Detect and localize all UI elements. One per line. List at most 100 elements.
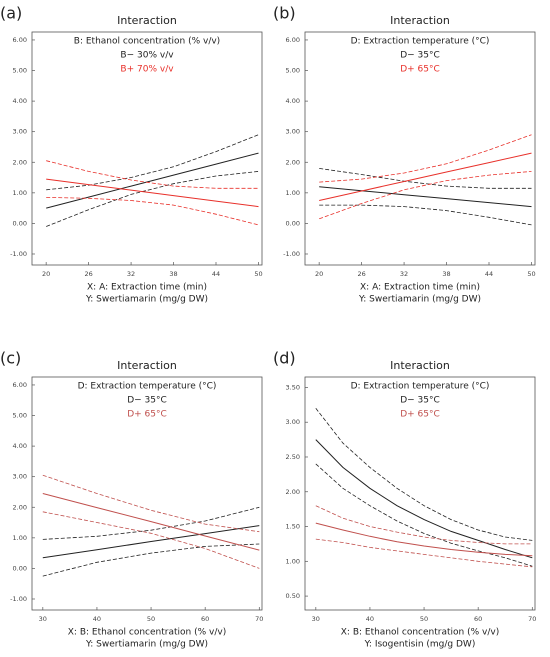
y-tick-label: 0.00 [286,219,300,227]
x-tick-label: 50 [254,270,262,278]
y-tick-label: 2.00 [13,503,27,511]
y-tick-label: 3.00 [286,128,300,136]
y-tick-label: 2.00 [286,488,300,496]
y-tick-label: 1.50 [286,523,300,531]
chart-title: Interaction [390,359,450,372]
x-tick-label: 44 [212,270,220,278]
confidence-band [315,463,533,567]
legend-entry: B− 30% v/v [120,51,174,61]
x-axis-label: X: A: Extraction time (min) [360,283,480,293]
x-tick-label: 50 [527,270,535,278]
y-tick-label: 0.00 [13,219,27,227]
legend-entry: D+ 65°C [400,65,440,75]
y-tick-label: 4.00 [13,442,27,450]
y-tick-label: 3.00 [13,473,27,481]
x-tick-label: 20 [42,270,50,278]
confidence-band [42,474,260,533]
y-tick-label: 2.00 [13,158,27,166]
x-tick-label: 26 [357,270,365,278]
x-tick-label: 26 [84,270,92,278]
confidence-band [46,134,259,191]
plot-frame [304,376,536,611]
x-tick-label: 32 [127,270,135,278]
y-tick-label: 3.00 [13,128,27,136]
y-tick-label: 4.00 [13,97,27,105]
legend-title: D: Extraction temperature (°C) [351,382,490,392]
chart-title: Interaction [117,14,177,27]
legend-entry: D− 35°C [127,396,167,406]
y-tick-label: 5.00 [286,67,300,75]
y-tick-label: 0.00 [13,564,27,572]
y-tick-label: 6.00 [13,381,27,389]
y-axis-label: Y: Swertiamarin (mg/g DW) [358,295,481,305]
y-tick-label: 5.00 [13,412,27,420]
x-tick-label: 40 [93,615,101,623]
series-line [319,152,532,201]
confidence-band [42,511,260,569]
panel-label: (a) [0,4,22,23]
x-axis-label: X: B: Ethanol concentration (% v/v) [68,628,226,638]
confidence-band [319,204,532,226]
y-axis-label: Y: Swertiamarin (mg/g DW) [85,295,208,305]
confidence-band [315,505,533,545]
y-tick-label: 6.00 [286,36,300,44]
x-tick-label: 50 [420,615,428,623]
x-tick-label: 50 [147,615,155,623]
y-tick-label: 2.00 [286,158,300,166]
panel-label: (b) [273,4,296,23]
y-tick-label: 5.00 [13,67,27,75]
x-tick-label: 30 [39,615,47,623]
panel-label: (d) [273,349,296,368]
y-tick-label: 1.00 [13,534,27,542]
plot-frame [31,31,263,266]
confidence-band [319,134,532,183]
confidence-band [46,197,259,226]
series-line [42,525,260,559]
confidence-band [46,171,259,227]
x-tick-label: 40 [366,615,374,623]
x-axis-label: X: B: Ethanol concentration (% v/v) [341,628,499,638]
y-tick-label: 0.50 [286,592,300,600]
y-tick-label: 1.00 [286,189,300,197]
confidence-band [42,506,260,540]
x-tick-label: 30 [312,615,320,623]
confidence-band [315,538,533,568]
legend-title: D: Extraction temperature (°C) [351,37,490,47]
y-tick-label: -1.00 [10,250,27,258]
x-tick-label: 38 [169,270,177,278]
y-tick-label: 2.50 [286,453,300,461]
series-line [315,522,533,557]
x-tick-label: 70 [528,615,536,623]
y-tick-label: 6.00 [13,36,27,44]
series-line [42,493,260,551]
y-tick-label: 3.00 [286,418,300,426]
chart-title: Interaction [390,14,450,27]
series-line [46,178,259,208]
x-tick-label: 60 [474,615,482,623]
chart-title: Interaction [117,359,177,372]
x-tick-label: 20 [315,270,323,278]
series-line [319,186,532,208]
x-tick-label: 60 [201,615,209,623]
legend-title: D: Extraction temperature (°C) [78,382,217,392]
legend-title: B: Ethanol concentration (% v/v) [74,37,220,47]
x-tick-label: 44 [485,270,493,278]
legend-entry: D+ 65°C [127,410,167,420]
y-tick-label: 3.50 [286,383,300,391]
x-axis-label: X: A: Extraction time (min) [87,283,207,293]
y-axis-label: Y: Swertiamarin (mg/g DW) [85,640,208,650]
y-tick-label: -1.00 [10,595,27,603]
y-tick-label: 1.00 [13,189,27,197]
y-tick-label: 1.00 [286,557,300,565]
legend-entry: B+ 70% v/v [120,65,174,75]
x-tick-label: 70 [255,615,263,623]
y-axis-label: Y: Isogentisin (mg/g DW) [364,640,476,650]
series-line [46,152,259,209]
panel-label: (c) [0,349,21,368]
legend-entry: D+ 65°C [400,410,440,420]
series-line [315,439,533,559]
confidence-band [46,160,259,189]
x-tick-label: 32 [400,270,408,278]
x-tick-label: 38 [442,270,450,278]
confidence-band [315,408,533,541]
